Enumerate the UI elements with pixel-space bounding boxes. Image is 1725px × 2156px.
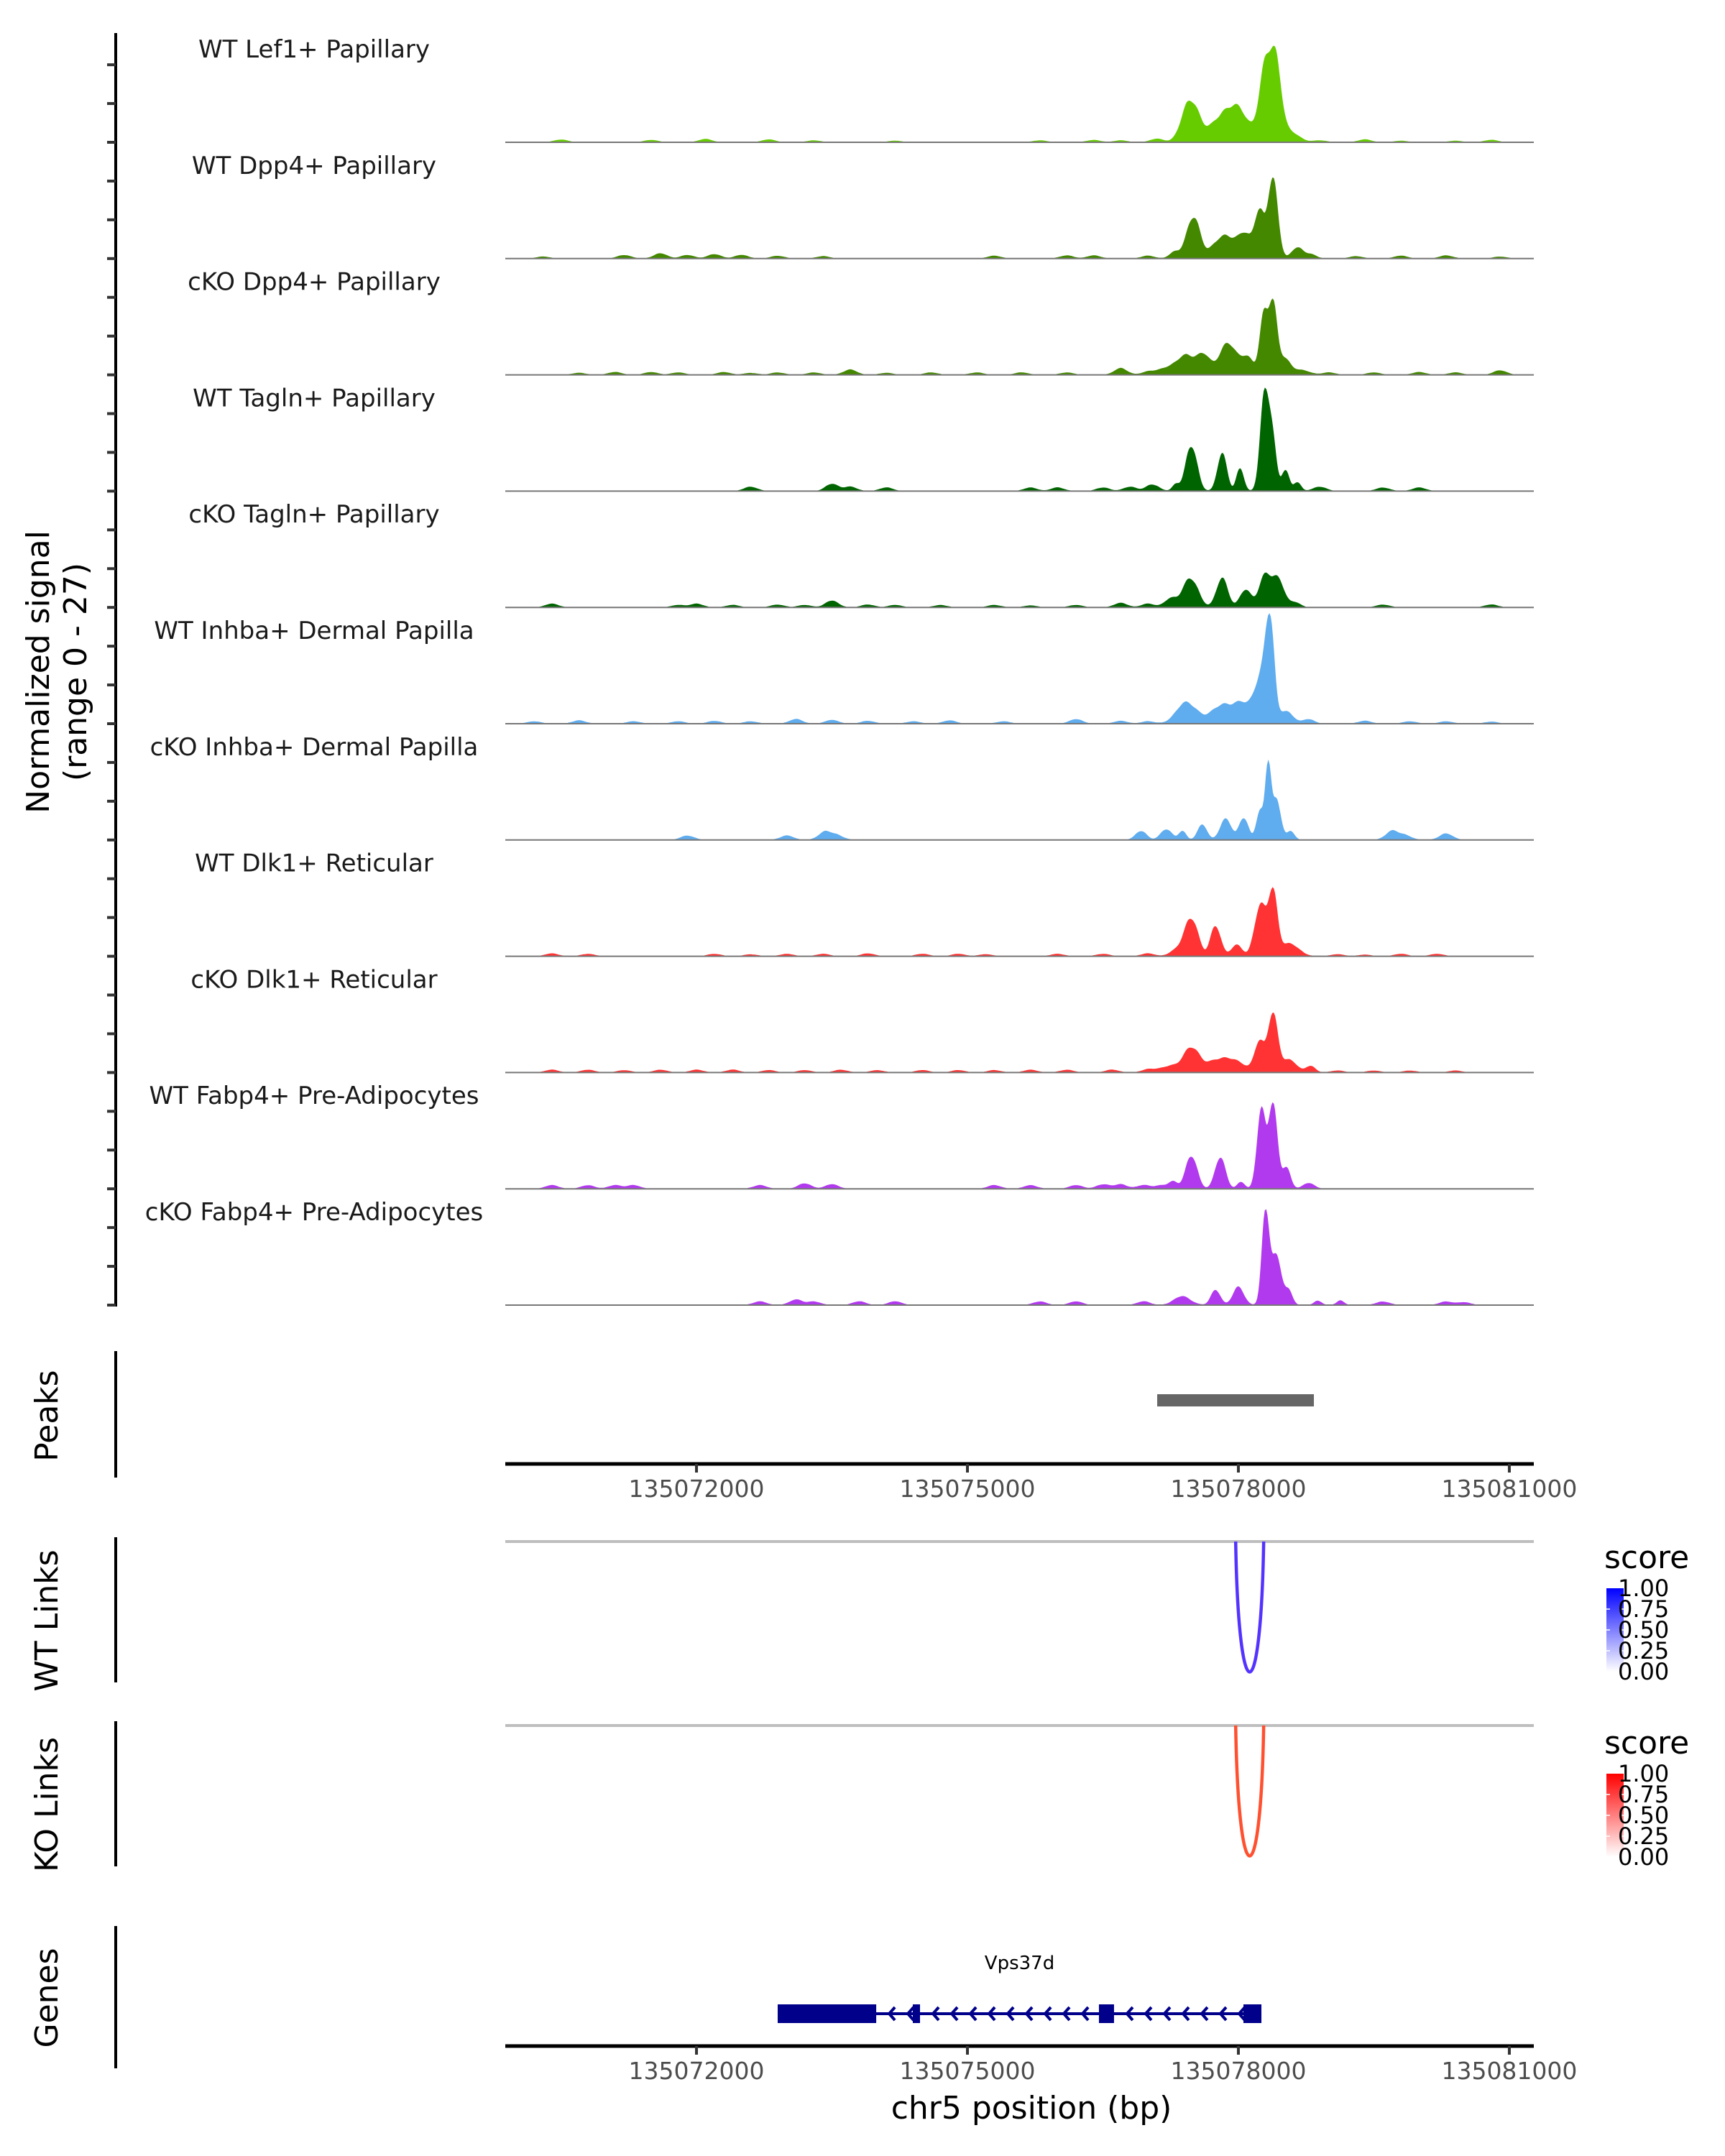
coverage-area [505, 887, 1534, 957]
genes-track: Vps37d [777, 1953, 1262, 2023]
gene-exon [912, 2004, 921, 2023]
link-arc [1233, 1725, 1266, 1858]
coverage-track: WT Dpp4+ Papillary [107, 152, 1534, 260]
legend-label: 1.00 [1618, 1760, 1669, 1787]
strand-arrow-icon [987, 2006, 996, 2022]
strand-arrow-icon [1006, 2006, 1015, 2022]
coverage-track: WT Inhba+ Dermal Papilla [107, 613, 1534, 725]
coverage-track: cKO Tagln+ Papillary [107, 500, 1534, 609]
x-tick-label: 135075000 [900, 1475, 1036, 1503]
y-axis-title-line1: Normalized signal [20, 530, 57, 814]
coverage-area [505, 1102, 1534, 1189]
links-track-label: KO Links [29, 1737, 65, 1872]
strand-arrow-icon [1043, 2006, 1052, 2022]
x-tick-label: 135072000 [629, 2057, 765, 2085]
coverage-track: WT Lef1+ Papillary [107, 35, 1534, 144]
strand-arrow-icon [1162, 2006, 1172, 2022]
coverage-area [505, 387, 1534, 492]
strand-arrow-icon [1024, 2006, 1034, 2022]
y-axis-title-line2: (range 0 - 27) [58, 563, 94, 781]
link-arc [1233, 1541, 1266, 1674]
strand-arrow-icon [1080, 2006, 1090, 2022]
coverage-area [505, 177, 1534, 259]
track-label: cKO Inhba+ Dermal Papilla [150, 733, 479, 762]
coverage-area [505, 1209, 1534, 1306]
x-axis-title: chr5 position (bp) [891, 2090, 1172, 2127]
coverage-area [505, 759, 1534, 841]
legend-title: score [1604, 1539, 1689, 1576]
strand-arrow-icon [968, 2006, 978, 2022]
coverage-track: WT Fabp4+ Pre-Adipocytes [107, 1082, 1534, 1191]
coverage-track: WT Dlk1+ Reticular [107, 849, 1534, 958]
peak-region [1157, 1394, 1315, 1406]
legend-label: 0.00 [1618, 1658, 1669, 1685]
strand-arrow-icon [1062, 2006, 1071, 2022]
legend-label: 0.75 [1618, 1781, 1669, 1808]
coverage-area [505, 45, 1534, 143]
gene-exon [1098, 2004, 1114, 2023]
coverage-track: cKO Inhba+ Dermal Papilla [107, 733, 1534, 842]
x-axis-bottom: 135072000 135075000 135078000 135081000 [505, 2044, 1577, 2085]
links-track-label: WT Links [29, 1549, 65, 1691]
track-label: WT Dpp4+ Papillary [192, 152, 436, 180]
legend-label: 0.25 [1618, 1823, 1669, 1850]
track-label: WT Dlk1+ Reticular [195, 849, 433, 878]
track-label: cKO Dpp4+ Papillary [188, 268, 441, 297]
strand-arrow-icon [887, 2006, 896, 2022]
track-label: cKO Tagln+ Papillary [188, 500, 439, 529]
legend-label: 0.50 [1618, 1802, 1669, 1829]
track-label: WT Inhba+ Dermal Papilla [154, 617, 474, 645]
coverage-track: cKO Dlk1+ Reticular [107, 965, 1534, 1074]
legend-title: score [1604, 1725, 1689, 1761]
x-tick-label: 135078000 [1170, 1475, 1306, 1503]
strand-arrow-icon [1237, 2006, 1246, 2022]
x-tick-label: 135078000 [1170, 2057, 1306, 2085]
x-tick-label: 135081000 [1441, 2057, 1577, 2085]
coverage-tracks: WT Lef1+ Papillary WT Dpp4+ Papillary cKO … [107, 33, 1534, 1307]
strand-arrow-icon [931, 2006, 940, 2022]
strand-arrow-icon [949, 2006, 959, 2022]
legend-label: 0.50 [1618, 1616, 1669, 1644]
peaks-track [1157, 1394, 1315, 1406]
coverage-track: WT Tagln+ Papillary [107, 384, 1534, 493]
coverage-track: cKO Fabp4+ Pre-Adipocytes [107, 1198, 1534, 1307]
legend-label: 0.75 [1618, 1595, 1669, 1623]
strand-arrow-icon [1144, 2006, 1153, 2022]
track-label: WT Fabp4+ Pre-Adipocytes [150, 1082, 479, 1110]
gene-exon [1243, 2004, 1262, 2023]
track-label: WT Tagln+ Papillary [193, 384, 436, 413]
strand-arrow-icon [1218, 2006, 1228, 2022]
coverage-area [505, 1013, 1534, 1073]
gene-model: Vps37d [777, 1953, 1262, 2023]
track-label: cKO Dlk1+ Reticular [190, 965, 437, 994]
x-tick-label: 135081000 [1441, 1475, 1577, 1503]
legend-label: 1.00 [1618, 1575, 1669, 1602]
legend-label: 0.25 [1618, 1637, 1669, 1664]
coverage-area [505, 298, 1534, 375]
strand-arrow-icon [1200, 2006, 1209, 2022]
track-label: WT Lef1+ Papillary [198, 35, 430, 64]
strand-arrow-icon [906, 2006, 915, 2022]
strand-arrow-icon [1181, 2006, 1190, 2022]
coverage-track: cKO Dpp4+ Papillary [107, 268, 1534, 377]
coverage-area [505, 572, 1534, 608]
track-label: cKO Fabp4+ Pre-Adipocytes [145, 1198, 484, 1227]
gene-exon [777, 2004, 877, 2023]
legend-label: 0.00 [1618, 1843, 1669, 1871]
strand-arrow-icon [1125, 2006, 1134, 2022]
peaks-track-label: Peaks [29, 1370, 65, 1461]
x-tick-label: 135072000 [629, 1475, 765, 1503]
coverage-area [505, 613, 1534, 724]
x-tick-label: 135075000 [900, 2057, 1036, 2085]
x-axis-top: 135072000 135075000 135078000 135081000 [505, 1462, 1577, 1503]
genes-track-label: Genes [29, 1948, 65, 2047]
gene-name-label: Vps37d [985, 1953, 1054, 1974]
